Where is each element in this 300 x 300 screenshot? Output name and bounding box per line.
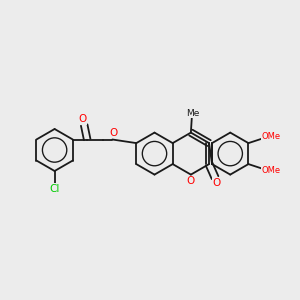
Text: OMe: OMe bbox=[261, 132, 280, 141]
Text: O: O bbox=[212, 178, 221, 188]
Text: O: O bbox=[187, 176, 195, 186]
Text: Me: Me bbox=[187, 109, 200, 118]
Text: Cl: Cl bbox=[50, 184, 60, 194]
Text: OMe: OMe bbox=[261, 166, 280, 175]
Text: O: O bbox=[79, 114, 87, 124]
Text: O: O bbox=[109, 128, 117, 138]
